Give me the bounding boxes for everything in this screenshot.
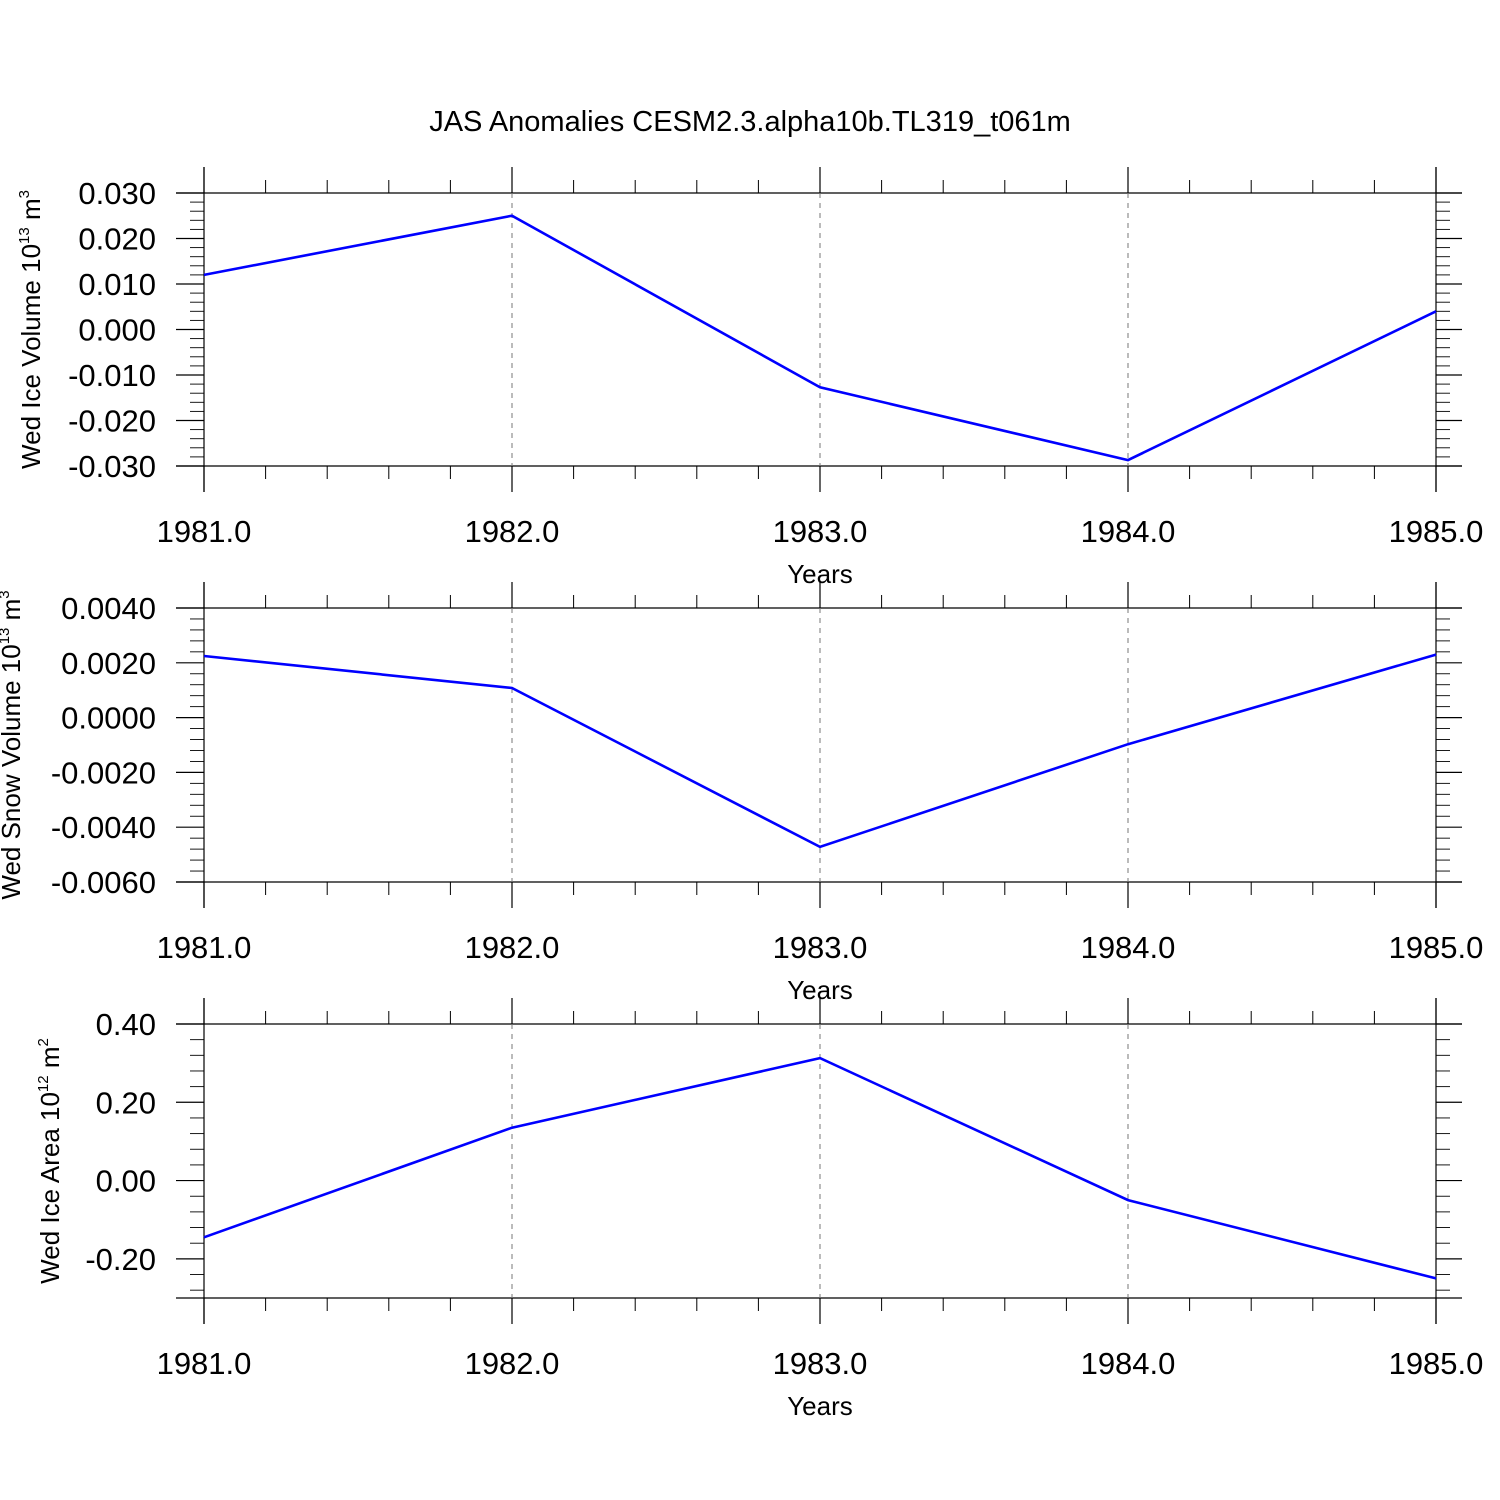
x-axis-label: Years xyxy=(787,1391,853,1421)
y-tick-label: 0.00 xyxy=(96,1164,156,1199)
y-tick-label: 0.030 xyxy=(78,176,156,211)
y-tick-label: 0.020 xyxy=(78,222,156,257)
x-tick-label: 1985.0 xyxy=(1389,514,1484,549)
y-tick-label: -0.20 xyxy=(85,1242,156,1277)
y-tick-label: 0.000 xyxy=(78,313,156,348)
x-tick-label: 1985.0 xyxy=(1389,930,1484,965)
x-tick-label: 1985.0 xyxy=(1389,1346,1484,1381)
chart-panel-3: 1981.0 1982.0 1983.0 1984.0 1985.0 0.40 0.20 0.… xyxy=(35,998,1483,1421)
figure-title: JAS Anomalies CESM2.3.alpha10b.TL319_t06… xyxy=(429,106,1071,138)
x-tick-label: 1983.0 xyxy=(773,1346,868,1381)
y-axis-label: Wed Ice Area 1012 m2 xyxy=(35,1038,65,1284)
series-line xyxy=(203,1056,1437,1280)
chart-panel-1: 1981.0 1982.0 1983.0 1984.0 1985.0 0.030 0.020… xyxy=(16,167,1483,589)
y-tick-label: 0.40 xyxy=(96,1007,156,1042)
x-tick-label: 1983.0 xyxy=(773,930,868,965)
x-tick-label: 1984.0 xyxy=(1081,514,1176,549)
y-tick-label: 0.0000 xyxy=(61,701,156,736)
x-tick-label: 1982.0 xyxy=(465,1346,560,1381)
x-tick-label: 1981.0 xyxy=(157,1346,252,1381)
x-tick-label: 1982.0 xyxy=(465,930,560,965)
y-tick-label: 0.010 xyxy=(78,267,156,302)
x-tick-label: 1981.0 xyxy=(157,930,252,965)
y-tick-label: 0.0040 xyxy=(61,591,156,626)
y-axis-label: Wed Snow Volume 1013 m3 xyxy=(0,590,26,899)
y-axis-label: Wed Ice Volume 1013 m3 xyxy=(16,190,46,469)
x-tick-label: 1984.0 xyxy=(1081,1346,1176,1381)
series-line xyxy=(203,653,1437,849)
x-tick-label: 1984.0 xyxy=(1081,930,1176,965)
x-tick-label: 1982.0 xyxy=(465,514,560,549)
y-tick-label: -0.030 xyxy=(68,449,156,484)
chart-panel-2: 1981.0 1982.0 1983.0 1984.0 1985.0 0.0040 0.00… xyxy=(0,582,1483,1005)
y-tick-label: 0.20 xyxy=(96,1085,156,1120)
y-tick-label: 0.0020 xyxy=(61,646,156,681)
series-line xyxy=(203,214,1437,462)
y-tick-label: -0.010 xyxy=(68,358,156,393)
y-tick-label: -0.0040 xyxy=(51,810,156,845)
y-tick-label: -0.020 xyxy=(68,404,156,439)
x-tick-label: 1983.0 xyxy=(773,514,868,549)
y-tick-label: -0.0020 xyxy=(51,755,156,790)
y-tick-label: -0.0060 xyxy=(51,865,156,900)
panels: 1981.0 1982.0 1983.0 1984.0 1985.0 0.030 0.020… xyxy=(0,167,1483,1421)
x-tick-label: 1981.0 xyxy=(157,514,252,549)
